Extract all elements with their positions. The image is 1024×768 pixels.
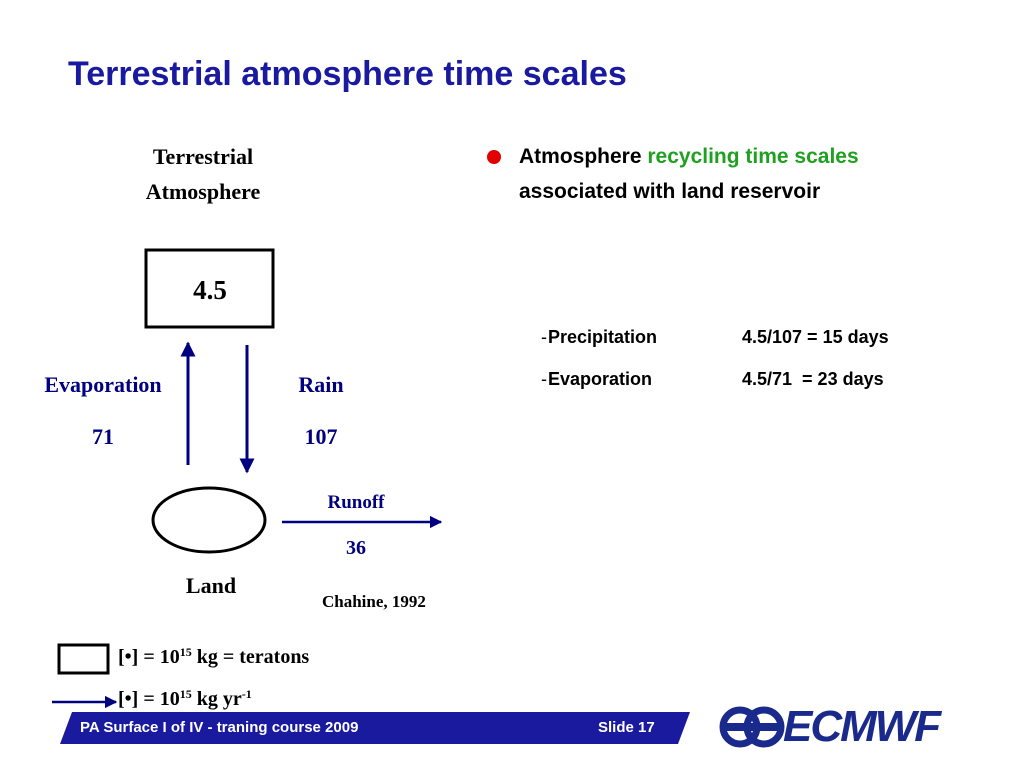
legend-sup: 15 [179,686,192,701]
citation: Chahine, 1992 [322,592,426,611]
reservoir-value: 4.5 [193,275,227,305]
row-label: Evaporation [548,369,653,389]
bullet-lead: Atmosphere [519,145,648,168]
footer-course: PA Surface I of IV - traning course 2009 [80,719,359,736]
footer-slide: Slide 17 [598,719,655,736]
reservoir-label: Atmosphere [145,179,261,204]
legend-box [57,643,110,675]
land-ellipse [151,486,267,554]
evaporation-value: 71 [92,424,114,449]
row-prefix: - [541,369,547,389]
bullet-highlight: recycling time scales [647,145,859,168]
row-value: 4.5/71 = 23 days [742,369,884,389]
legend-sup: -1 [241,686,252,701]
rain-label: Rain [298,372,344,397]
legend-sup: 15 [179,644,192,659]
title: Terrestrial atmosphere time scales [68,55,627,93]
logo-mark [719,706,785,748]
bullet-dot [487,150,501,164]
row-value: 4.5/107 = 15 days [742,327,889,347]
bullet-line: associated with land reservoir [519,180,821,203]
legend-text: [•] = 10 [118,646,180,668]
legend-box-text: [•] = 1015 kg = teratons [118,644,310,668]
bullet-line: Atmosphere recycling time scales [519,146,859,167]
reservoir-label: Terrestrial [152,144,254,169]
runoff-label: Runoff [327,492,385,513]
evaporation-label: Evaporation [44,372,162,397]
reservoir-box [144,248,275,329]
logo-text: ECMWF [783,702,941,751]
rain-value: 107 [304,424,338,449]
legend-text: kg yr [191,688,242,710]
legend-text: [•] = 10 [118,688,180,710]
legend-text: kg = teratons [191,646,310,668]
legend-arrow-text: [•] = 1015 kg yr-1 [118,686,252,710]
footer-bar [60,712,690,744]
land-label: Land [185,573,237,598]
runoff-value: 36 [346,537,366,559]
row-label: Precipitation [548,327,658,347]
row-prefix: - [541,327,547,347]
